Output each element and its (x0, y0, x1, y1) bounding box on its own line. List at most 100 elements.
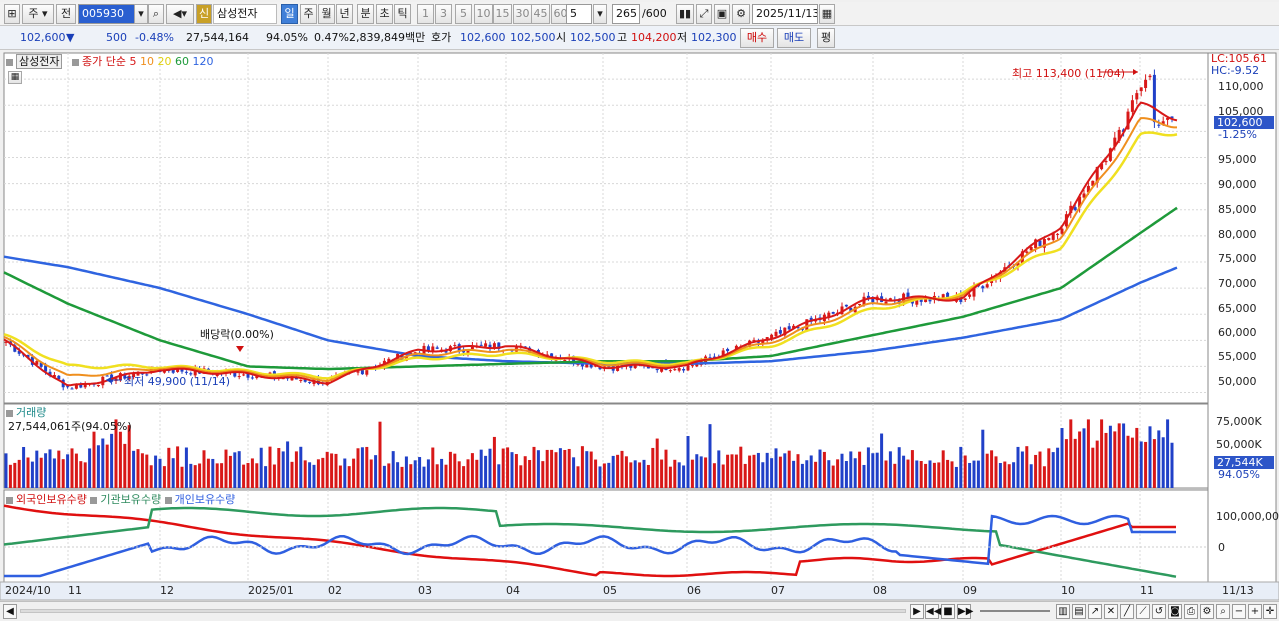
interval-button[interactable]: 3 (435, 4, 452, 24)
volume-bar (92, 431, 96, 488)
market-select[interactable]: 주 ▾ (22, 4, 54, 24)
volume-bar (915, 460, 919, 488)
volume-bar (576, 466, 580, 488)
volume-bar (611, 455, 615, 488)
volume-bar (814, 461, 818, 488)
volume-bar (347, 466, 351, 488)
volume-bar (39, 457, 43, 488)
price-candle (1152, 74, 1156, 123)
eval-button[interactable]: 평 (817, 28, 835, 48)
code-dropdown-icon[interactable]: ▾ (134, 4, 148, 24)
volume-bar (1047, 448, 1051, 488)
zoom-slider[interactable] (980, 610, 1050, 612)
volume-bar (277, 448, 281, 488)
interval-button[interactable]: 10 (474, 4, 493, 24)
period-tab[interactable]: 틱 (394, 4, 411, 24)
period-tab[interactable]: 년 (336, 4, 353, 24)
price-candle (871, 297, 875, 303)
interval-button[interactable]: 30 (513, 4, 532, 24)
low-price: 102,300 (691, 31, 737, 44)
stock-name-field[interactable]: 삼성전자 (213, 4, 277, 24)
gear-icon[interactable]: ⚙ (732, 4, 750, 24)
individual-holdings-line (4, 514, 1176, 578)
volume-bar (431, 447, 435, 488)
volume-bar (462, 466, 466, 488)
count-input[interactable]: 265 (612, 4, 640, 24)
date-input[interactable]: 2025/11/13 (752, 4, 818, 24)
refresh-icon[interactable]: ↺ (1152, 604, 1166, 619)
prev-button[interactable]: 전 (56, 4, 76, 24)
price-candle (968, 294, 972, 297)
stop-icon[interactable]: ■ (941, 604, 955, 619)
volume-bar (712, 463, 716, 488)
sell-button[interactable]: 매도 (777, 28, 811, 48)
volume-bar (862, 464, 866, 488)
period-tab[interactable]: 초 (376, 4, 393, 24)
zoom-icon[interactable]: ⌕ (1216, 604, 1230, 619)
scroll-left-icon[interactable]: ◀ (3, 604, 17, 619)
period-tab[interactable]: 월 (318, 4, 335, 24)
interval-button[interactable]: 45 (531, 4, 550, 24)
holder-y-tick: 0 (1218, 541, 1225, 554)
candle-type-icon[interactable]: ▮▮ (676, 4, 694, 24)
cross-icon[interactable]: ✕ (1104, 604, 1118, 619)
volume-bar (998, 463, 1002, 488)
volume-bar (924, 463, 928, 488)
price-candle (668, 370, 672, 372)
volume-bar (941, 450, 945, 488)
calendar-icon[interactable]: ▦ (819, 4, 835, 24)
line-icon[interactable]: ╱ (1120, 604, 1134, 619)
price-candle (105, 375, 109, 377)
speaker-icon[interactable]: ◀▾ (166, 4, 194, 24)
line-alt-icon[interactable]: ⟋ (1136, 604, 1150, 619)
save-icon[interactable]: ▣ (714, 4, 730, 24)
interval-input[interactable]: 5 (566, 4, 592, 24)
zoom-out-icon[interactable]: − (1232, 604, 1246, 619)
interval-dropdown-icon[interactable]: ▾ (593, 4, 607, 24)
bar-chart-alt-icon[interactable]: ▤ (1072, 604, 1086, 619)
camera-icon[interactable]: ◙ (1168, 604, 1182, 619)
volume-bar (259, 447, 263, 488)
grid-icon[interactable]: ▦ (8, 71, 22, 84)
interval-button[interactable]: 1 (417, 4, 434, 24)
bar-chart-icon[interactable]: ▥ (1056, 604, 1070, 619)
interval-button[interactable]: 15 (493, 4, 512, 24)
volume-bar (1144, 441, 1148, 488)
stock-chart[interactable] (0, 52, 1279, 601)
period-tab[interactable]: 일 (281, 4, 298, 24)
settings-icon[interactable]: ⚙ (1200, 604, 1214, 619)
print-icon[interactable]: ⎙ (1184, 604, 1198, 619)
alert-badge[interactable]: 신 (196, 4, 212, 24)
foreign-holdings-line (3, 504, 1176, 578)
period-tab[interactable]: 주 (300, 4, 317, 24)
trend-icon[interactable]: ↗ (1088, 604, 1102, 619)
draw-tool-icon[interactable]: ⤢ (696, 4, 712, 24)
scroll-right-icon[interactable]: ▶ (910, 604, 924, 619)
stock-code-input[interactable]: 005930 (78, 4, 136, 24)
first-page-icon[interactable]: ◀◀ (925, 604, 942, 619)
volume-bar (765, 452, 769, 488)
period-tab[interactable]: 분 (357, 4, 374, 24)
price-candle (1161, 121, 1165, 125)
volume-bar (233, 452, 237, 488)
volume-bar (981, 429, 985, 488)
horizontal-scrollbar[interactable] (20, 609, 906, 613)
volume-bar (453, 453, 457, 488)
price-candle (888, 298, 892, 301)
holder-y-tick: 100,000,00 (1216, 510, 1279, 523)
interval-button[interactable]: 5 (455, 4, 472, 24)
window-icon[interactable]: ⊞ (4, 4, 20, 24)
last-page-icon[interactable]: ▶▶ (957, 604, 974, 619)
price-candle (1144, 79, 1148, 88)
x-axis-label: 05 (603, 584, 617, 597)
volume-bar (888, 451, 892, 488)
volume-bar (48, 449, 52, 488)
volume-bar (598, 466, 602, 488)
search-icon[interactable]: ⌕ (148, 4, 164, 24)
volume-bar (1069, 419, 1073, 488)
buy-button[interactable]: 매수 (740, 28, 774, 48)
low-arrow-head (106, 377, 111, 383)
volume-bar (897, 447, 901, 488)
zoom-in-icon[interactable]: + (1248, 604, 1262, 619)
expand-icon[interactable]: ✛ (1263, 604, 1277, 619)
